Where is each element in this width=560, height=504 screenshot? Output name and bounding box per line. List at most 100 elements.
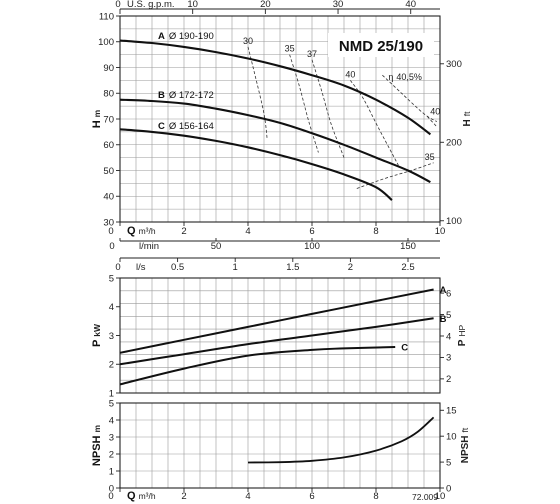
y-axis-label-unit: m: [92, 109, 102, 117]
x-tick-label: 8: [373, 226, 378, 237]
efficiency-label: 37: [307, 49, 317, 59]
x-tick-label: 10: [435, 491, 446, 502]
x-tick-label: 0: [108, 491, 113, 502]
series-label-letter: A: [158, 31, 165, 42]
right-tick-label: 3: [446, 353, 451, 364]
y-axis-label-unit: m: [92, 425, 102, 433]
head-curve-a: [119, 39, 432, 136]
x-tick-label: 2: [181, 491, 186, 502]
y-tick-label: 1: [109, 388, 114, 399]
top-axis-label: U.S. g.p.m.: [127, 0, 175, 10]
figure-code: 72.009: [412, 492, 438, 502]
y-tick-label: 110: [99, 11, 114, 22]
lmin-tick-label: 150: [400, 241, 416, 252]
efficiency-label: η 40,5%: [388, 72, 422, 82]
ls-axis-label: l/s: [136, 262, 146, 273]
lmin-tick-label: 50: [211, 241, 222, 252]
right-axis-label-unit: ft: [462, 111, 472, 116]
y-tick-label: 40: [103, 192, 114, 203]
y-axis-label-symbol: NPSH: [91, 435, 103, 466]
top-tick-label: 30: [333, 0, 344, 10]
series-label-diameter: Ø 190-190: [169, 31, 214, 42]
right-axis-label: Hft: [462, 111, 473, 127]
efficiency-line: [382, 74, 438, 122]
ls-tick-label: 1: [233, 262, 238, 273]
x-tick-label: 6: [309, 491, 314, 502]
right-tick-label: 5: [446, 457, 451, 468]
right-tick-label: 5: [446, 310, 451, 321]
efficiency-label: 35: [425, 152, 435, 162]
series-label-diameter: Ø 156-164: [169, 121, 214, 132]
series-label-diameter: Ø 172-172: [169, 90, 214, 101]
y-tick-label: 60: [103, 140, 114, 151]
x-axis-label-unit: m³/h: [139, 226, 156, 236]
series-label-letter: B: [158, 90, 165, 101]
right-axis-label: P HP: [457, 324, 468, 346]
right-tick-label: 2: [446, 374, 451, 385]
y-tick-label: 5: [109, 273, 114, 284]
x-axis-label-symbol: Q: [127, 225, 136, 237]
series-layer: [119, 39, 438, 464]
x-tick-label: 6: [309, 226, 314, 237]
right-tick-label: 200: [446, 138, 462, 149]
y-axis-label-unit: kW: [92, 323, 102, 337]
series-label: B Ø 172-172: [158, 90, 214, 101]
efficiency-line: [289, 54, 319, 153]
efficiency-line: [426, 116, 438, 127]
x-axis-label-unit: m³/h: [139, 491, 156, 501]
y-tick-label: 1: [109, 466, 114, 477]
x-axis-label-symbol: Q: [127, 490, 136, 502]
y-tick-label: 4: [109, 415, 114, 426]
lmin-tick-label: 0: [109, 241, 114, 252]
head-curve-b: [119, 98, 431, 184]
power-series-label: A: [440, 285, 447, 296]
y-tick-label: 0: [109, 483, 114, 494]
y-axis-label: PkW: [91, 323, 103, 347]
y-axis-label-symbol: H: [91, 120, 103, 128]
title-background: [328, 33, 434, 57]
y-tick-label: 4: [109, 302, 114, 313]
right-tick-label: 15: [446, 406, 457, 417]
npsh-curve: [247, 416, 435, 464]
ls-tick-label: 1.5: [286, 262, 299, 273]
right-tick-label: 300: [446, 59, 462, 70]
right-tick-label: 100: [446, 216, 462, 227]
y-tick-label: 5: [109, 398, 114, 409]
x-tick-label: 0: [108, 226, 113, 237]
right-axis-label: NPSH ft: [460, 427, 471, 463]
axes-layer: [116, 8, 444, 492]
lmin-tick-label: 100: [304, 241, 320, 252]
x-tick-label: 4: [245, 491, 250, 502]
head-curve-c: [119, 128, 393, 201]
y-axis-label: NPSH m: [91, 425, 103, 467]
x-tick-label: 10: [435, 226, 446, 237]
efficiency-label: 35: [285, 44, 295, 54]
top-tick-label: 0: [115, 0, 120, 10]
ls-tick-label: 2.5: [401, 262, 414, 273]
y-tick-label: 90: [103, 63, 114, 74]
efficiency-line: [356, 162, 434, 189]
x-tick-label: 4: [245, 226, 250, 237]
power-series-label: B: [440, 314, 447, 325]
ls-tick-label: 0: [115, 262, 120, 273]
x-tick-label: 8: [373, 491, 378, 502]
y-tick-label: 100: [98, 37, 114, 48]
right-tick-label: 6: [446, 288, 451, 299]
y-axis-label-symbol: P: [91, 340, 103, 347]
series-label: A Ø 190-190: [158, 31, 214, 42]
power-curve-b: [119, 317, 434, 366]
series-label-letter: C: [158, 121, 165, 132]
power-series-label: C: [401, 343, 408, 354]
y-tick-label: 2: [109, 449, 114, 460]
efficiency-label-prefix: η: [388, 72, 393, 82]
right-tick-label: 4: [446, 331, 451, 342]
right-axis-label-unit: ft: [460, 427, 470, 432]
plot-frame: [119, 402, 441, 489]
top-tick-label: 40: [405, 0, 416, 10]
efficiency-label: 30: [243, 36, 253, 46]
right-axis-label-symbol: P: [457, 339, 468, 346]
